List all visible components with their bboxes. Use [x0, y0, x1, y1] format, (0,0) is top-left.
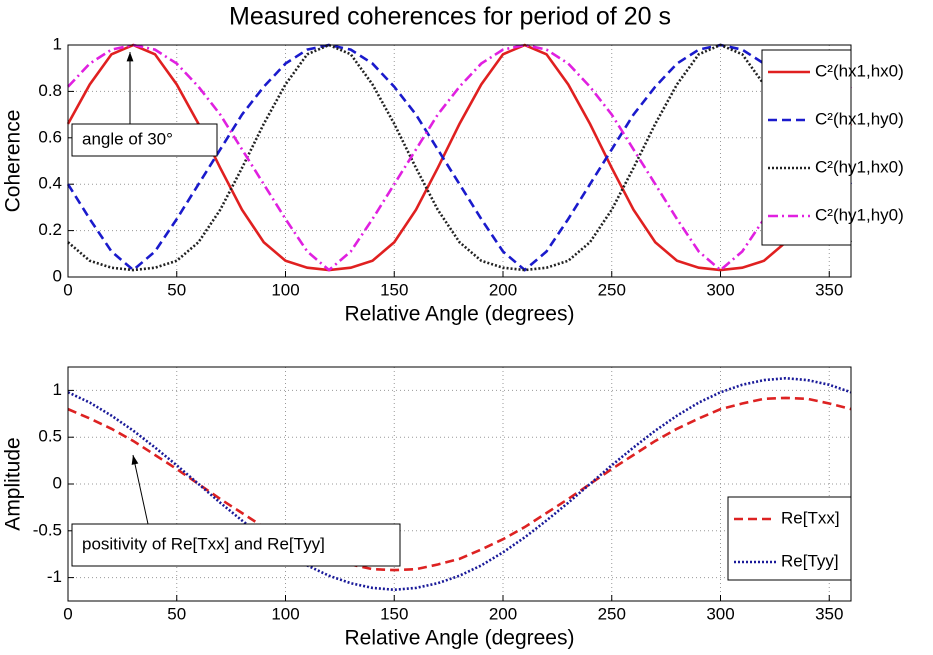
- y-tick-label: -0.5: [33, 520, 62, 539]
- x-tick-label: 50: [167, 280, 186, 299]
- arrow-head: [126, 52, 134, 62]
- x-tick-label: 300: [706, 280, 734, 299]
- x-tick-label: 200: [489, 604, 517, 623]
- x-tick-label: 250: [598, 280, 626, 299]
- y-tick-label: -1: [47, 567, 62, 586]
- legend-label: C²(hy1,hy0): [815, 205, 904, 224]
- x-tick-label: 50: [167, 604, 186, 623]
- y-tick-label: 1: [53, 380, 62, 399]
- legend-label: C²(hy1,hx0): [815, 157, 904, 176]
- legend-box: [727, 496, 852, 581]
- annotation-text: angle of 30°: [82, 129, 173, 148]
- y-axis-label: Coherence: [2, 110, 25, 213]
- y-tick-label: 0: [53, 473, 62, 492]
- series-line: [67, 376, 852, 592]
- x-tick-label: 350: [815, 280, 843, 299]
- x-tick-label: 0: [63, 280, 72, 299]
- x-tick-label: 100: [271, 604, 299, 623]
- x-tick-label: 150: [380, 280, 408, 299]
- arrow-head: [131, 455, 139, 465]
- chart-title: Measured coherences for period of 20 s: [229, 3, 671, 31]
- y-tick-label: 0.2: [38, 220, 62, 239]
- y-tick-label: 0.8: [38, 81, 62, 100]
- annotation-text: positivity of Re[Txx] and Re[Tyy]: [82, 534, 325, 553]
- x-tick-label: 150: [380, 604, 408, 623]
- x-tick-label: 0: [63, 604, 72, 623]
- y-tick-label: 0: [53, 266, 62, 285]
- y-tick-label: 0.5: [38, 427, 62, 446]
- y-axis-label: Amplitude: [2, 437, 25, 530]
- y-tick-label: 0.6: [38, 127, 62, 146]
- y-tick-label: 0.4: [38, 174, 62, 193]
- x-tick-label: 350: [815, 604, 843, 623]
- legend-label: Re[Txx]: [781, 508, 840, 527]
- series-line: [67, 396, 852, 572]
- x-axis-label: Relative Angle (degrees): [345, 627, 575, 650]
- annotation-box: [71, 523, 401, 567]
- axes-frame: [67, 366, 852, 602]
- legend-label: Re[Tyy]: [781, 551, 839, 570]
- x-tick-label: 300: [706, 604, 734, 623]
- x-tick-label: 250: [598, 604, 626, 623]
- x-axis-label: Relative Angle (degrees): [345, 303, 575, 326]
- annotation-box: [71, 123, 218, 157]
- legend-label: C²(hx1,hx0): [815, 61, 904, 80]
- legend-label: C²(hx1,hy0): [815, 109, 904, 128]
- x-tick-label: 200: [489, 280, 517, 299]
- y-tick-label: 1: [53, 34, 62, 53]
- legend-box: [761, 49, 852, 246]
- x-tick-label: 100: [271, 280, 299, 299]
- annotation-arrow: [132, 454, 149, 525]
